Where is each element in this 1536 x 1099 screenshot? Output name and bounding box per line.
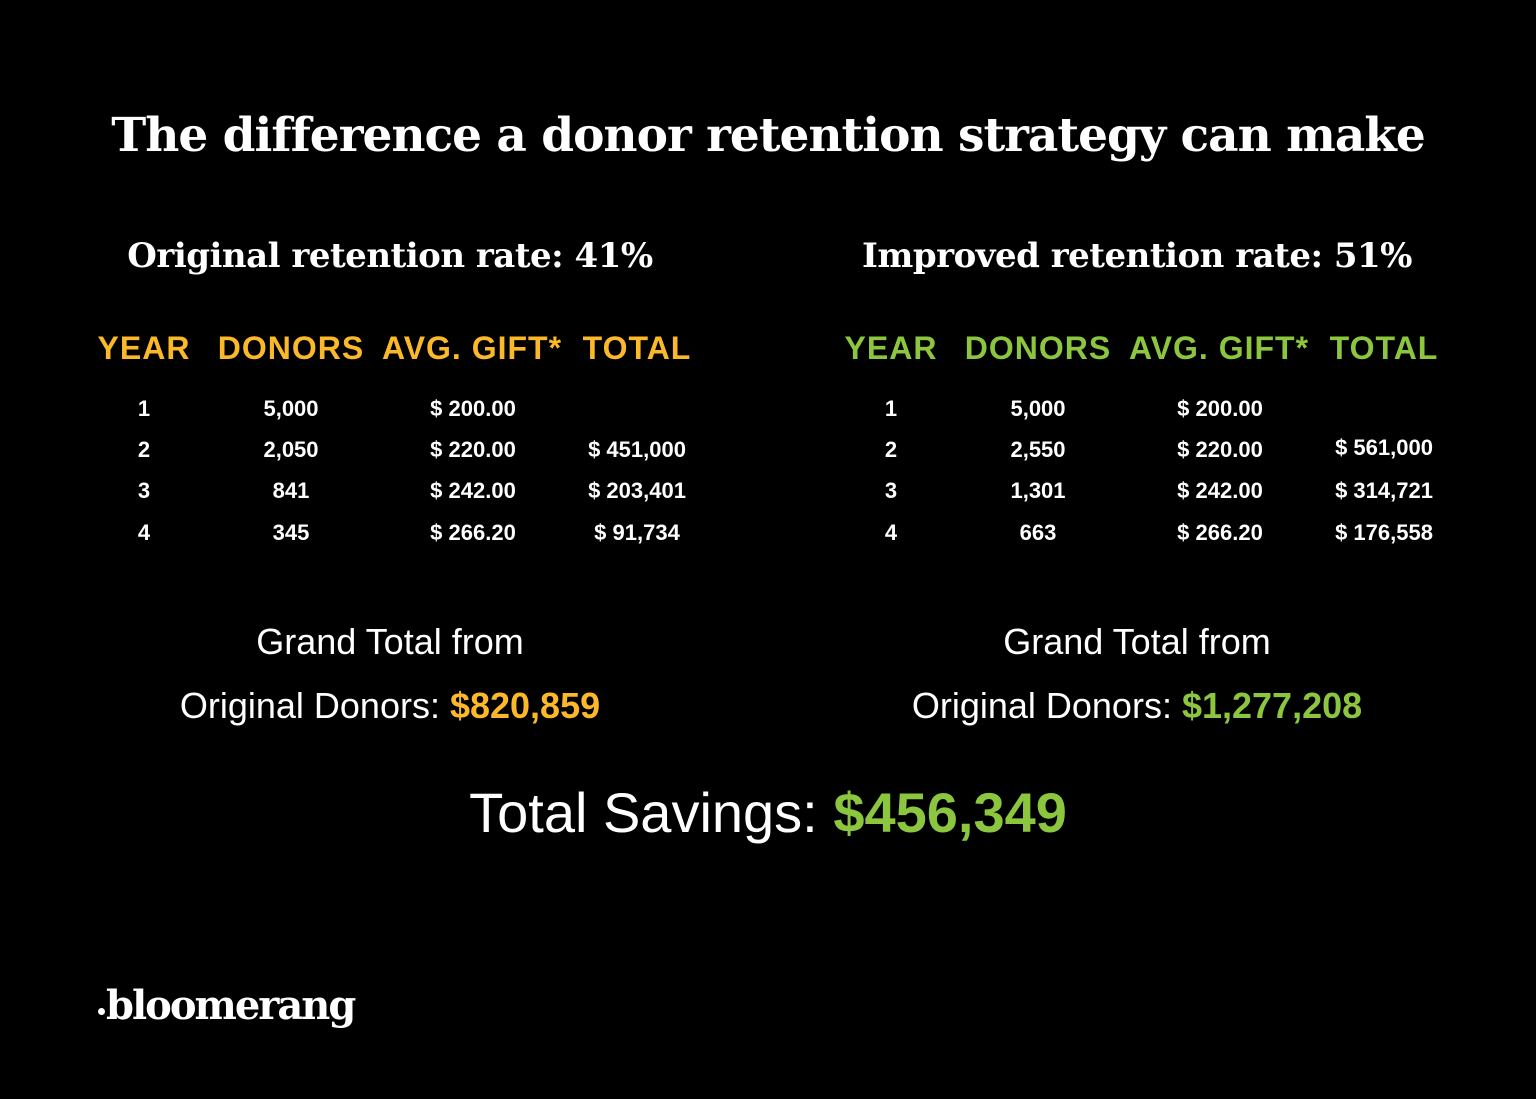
table-cell-total: $ 314,721 — [1335, 478, 1433, 503]
grand-total-amount: $1,277,208 — [1181, 685, 1363, 726]
table-cell-donors: 2,050 — [263, 437, 319, 462]
table-cell-total: $ 451,000 — [588, 437, 686, 462]
logo-text: bloomerang — [106, 982, 356, 1029]
table-cell-donors: 841 — [272, 478, 310, 503]
improved-grand-total: Grand Total from Original Donors: $1,277… — [787, 610, 1487, 738]
total-savings-label: Total Savings: — [469, 781, 834, 844]
table-cell-gift: $ 220.00 — [430, 437, 516, 462]
header-total: TOTAL — [582, 330, 692, 366]
header-year: YEAR — [844, 330, 938, 366]
table-cell-donors: 345 — [272, 520, 310, 545]
table-cell-year: 1 — [137, 396, 151, 421]
table-cell-year: 3 — [884, 478, 898, 503]
grand-total-line1: Grand Total from — [256, 621, 524, 662]
table-cell-year: 2 — [137, 437, 151, 462]
total-savings-amount: $456,349 — [833, 781, 1067, 844]
table-cell-donors: 1,301 — [1010, 478, 1066, 503]
table-cell-donors: 663 — [1019, 520, 1057, 545]
header-avg-gift: AVG. GIFT* — [381, 330, 563, 366]
improved-rate-label: Improved retention rate: 51% — [862, 236, 1413, 276]
page-title: The difference a donor retention strateg… — [111, 108, 1426, 163]
table-cell-year: 4 — [137, 520, 151, 545]
table-cell-year: 4 — [884, 520, 898, 545]
table-cell-year: 3 — [137, 478, 151, 503]
logo-dot-icon — [98, 1008, 105, 1015]
table-cell-gift: $ 242.00 — [1177, 478, 1263, 503]
table-cell-donors: 2,550 — [1010, 437, 1066, 462]
table-cell-donors: 5,000 — [1010, 396, 1066, 421]
table-cell-total: $ 176,558 — [1335, 520, 1433, 545]
table-cell-gift: $ 266.20 — [1177, 520, 1263, 545]
table-cell-gift: $ 266.20 — [430, 520, 516, 545]
header-donors: DONORS — [217, 330, 365, 366]
header-total: TOTAL — [1329, 330, 1439, 366]
table-cell-total: $ 561,000 — [1335, 435, 1433, 460]
table-cell-year: 1 — [884, 396, 898, 421]
table-cell-total: $ 203,401 — [588, 478, 686, 503]
original-grand-total: Grand Total from Original Donors: $820,8… — [40, 610, 740, 738]
grand-total-line1: Grand Total from — [1003, 621, 1271, 662]
bloomerang-logo: bloomerang — [98, 982, 356, 1029]
original-rate-label: Original retention rate: 41% — [127, 236, 653, 276]
table-cell-gift: $ 200.00 — [430, 396, 516, 421]
table-cell-gift: $ 220.00 — [1177, 437, 1263, 462]
grand-total-line2: Original Donors: — [179, 685, 450, 726]
table-cell-gift: $ 242.00 — [430, 478, 516, 503]
header-year: YEAR — [97, 330, 191, 366]
table-cell-gift: $ 200.00 — [1177, 396, 1263, 421]
grand-total-line2: Original Donors: — [911, 685, 1182, 726]
header-avg-gift: AVG. GIFT* — [1128, 330, 1310, 366]
total-savings: Total Savings: $456,349 — [0, 780, 1536, 845]
table-cell-year: 2 — [884, 437, 898, 462]
table-cell-total: $ 91,734 — [594, 520, 680, 545]
table-cell-donors: 5,000 — [263, 396, 319, 421]
grand-total-amount: $820,859 — [449, 685, 601, 726]
header-donors: DONORS — [964, 330, 1112, 366]
